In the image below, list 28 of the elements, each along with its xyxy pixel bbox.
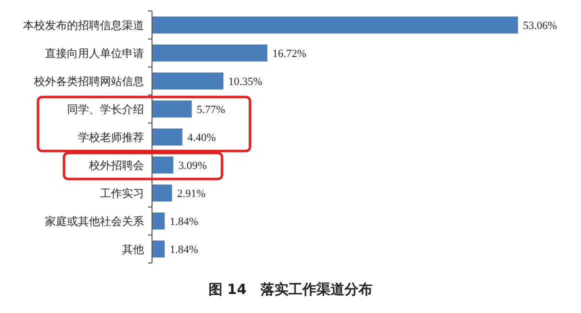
y-tick-label: 工作实习 [100,186,144,200]
bar [152,240,165,258]
y-tick-label: 校外招聘会 [88,158,144,172]
data-label: 53.06% [523,20,557,32]
bar [152,100,192,118]
bar [152,16,518,34]
y-tick-label: 校外各类招聘网站信息 [33,74,144,88]
y-tick-label: 直接向用人单位申请 [45,46,144,60]
bar [152,156,174,174]
y-tick-label: 学校老师推荐 [78,130,144,144]
bar [152,128,182,146]
y-tick-label: 本校发布的招聘信息渠道 [23,18,144,32]
data-label: 3.09% [178,160,207,172]
data-label: 2.91% [177,188,206,200]
bar [152,212,165,230]
y-tick-label: 同学、学长介绍 [67,102,144,116]
y-tick-label: 其他 [122,242,144,256]
data-label: 5.77% [196,104,226,116]
data-label: 16.72% [272,48,306,60]
data-label: 1.84% [170,216,198,228]
text: 图 14 落实工作渠道分布 [208,281,373,298]
bar [152,44,268,62]
bar [152,72,224,90]
y-tick-label: 家庭或其他社会关系 [45,214,144,228]
bar [152,184,172,202]
data-label: 4.40% [187,132,216,144]
data-label: 1.84% [170,244,198,256]
data-label: 10.35% [228,76,262,88]
